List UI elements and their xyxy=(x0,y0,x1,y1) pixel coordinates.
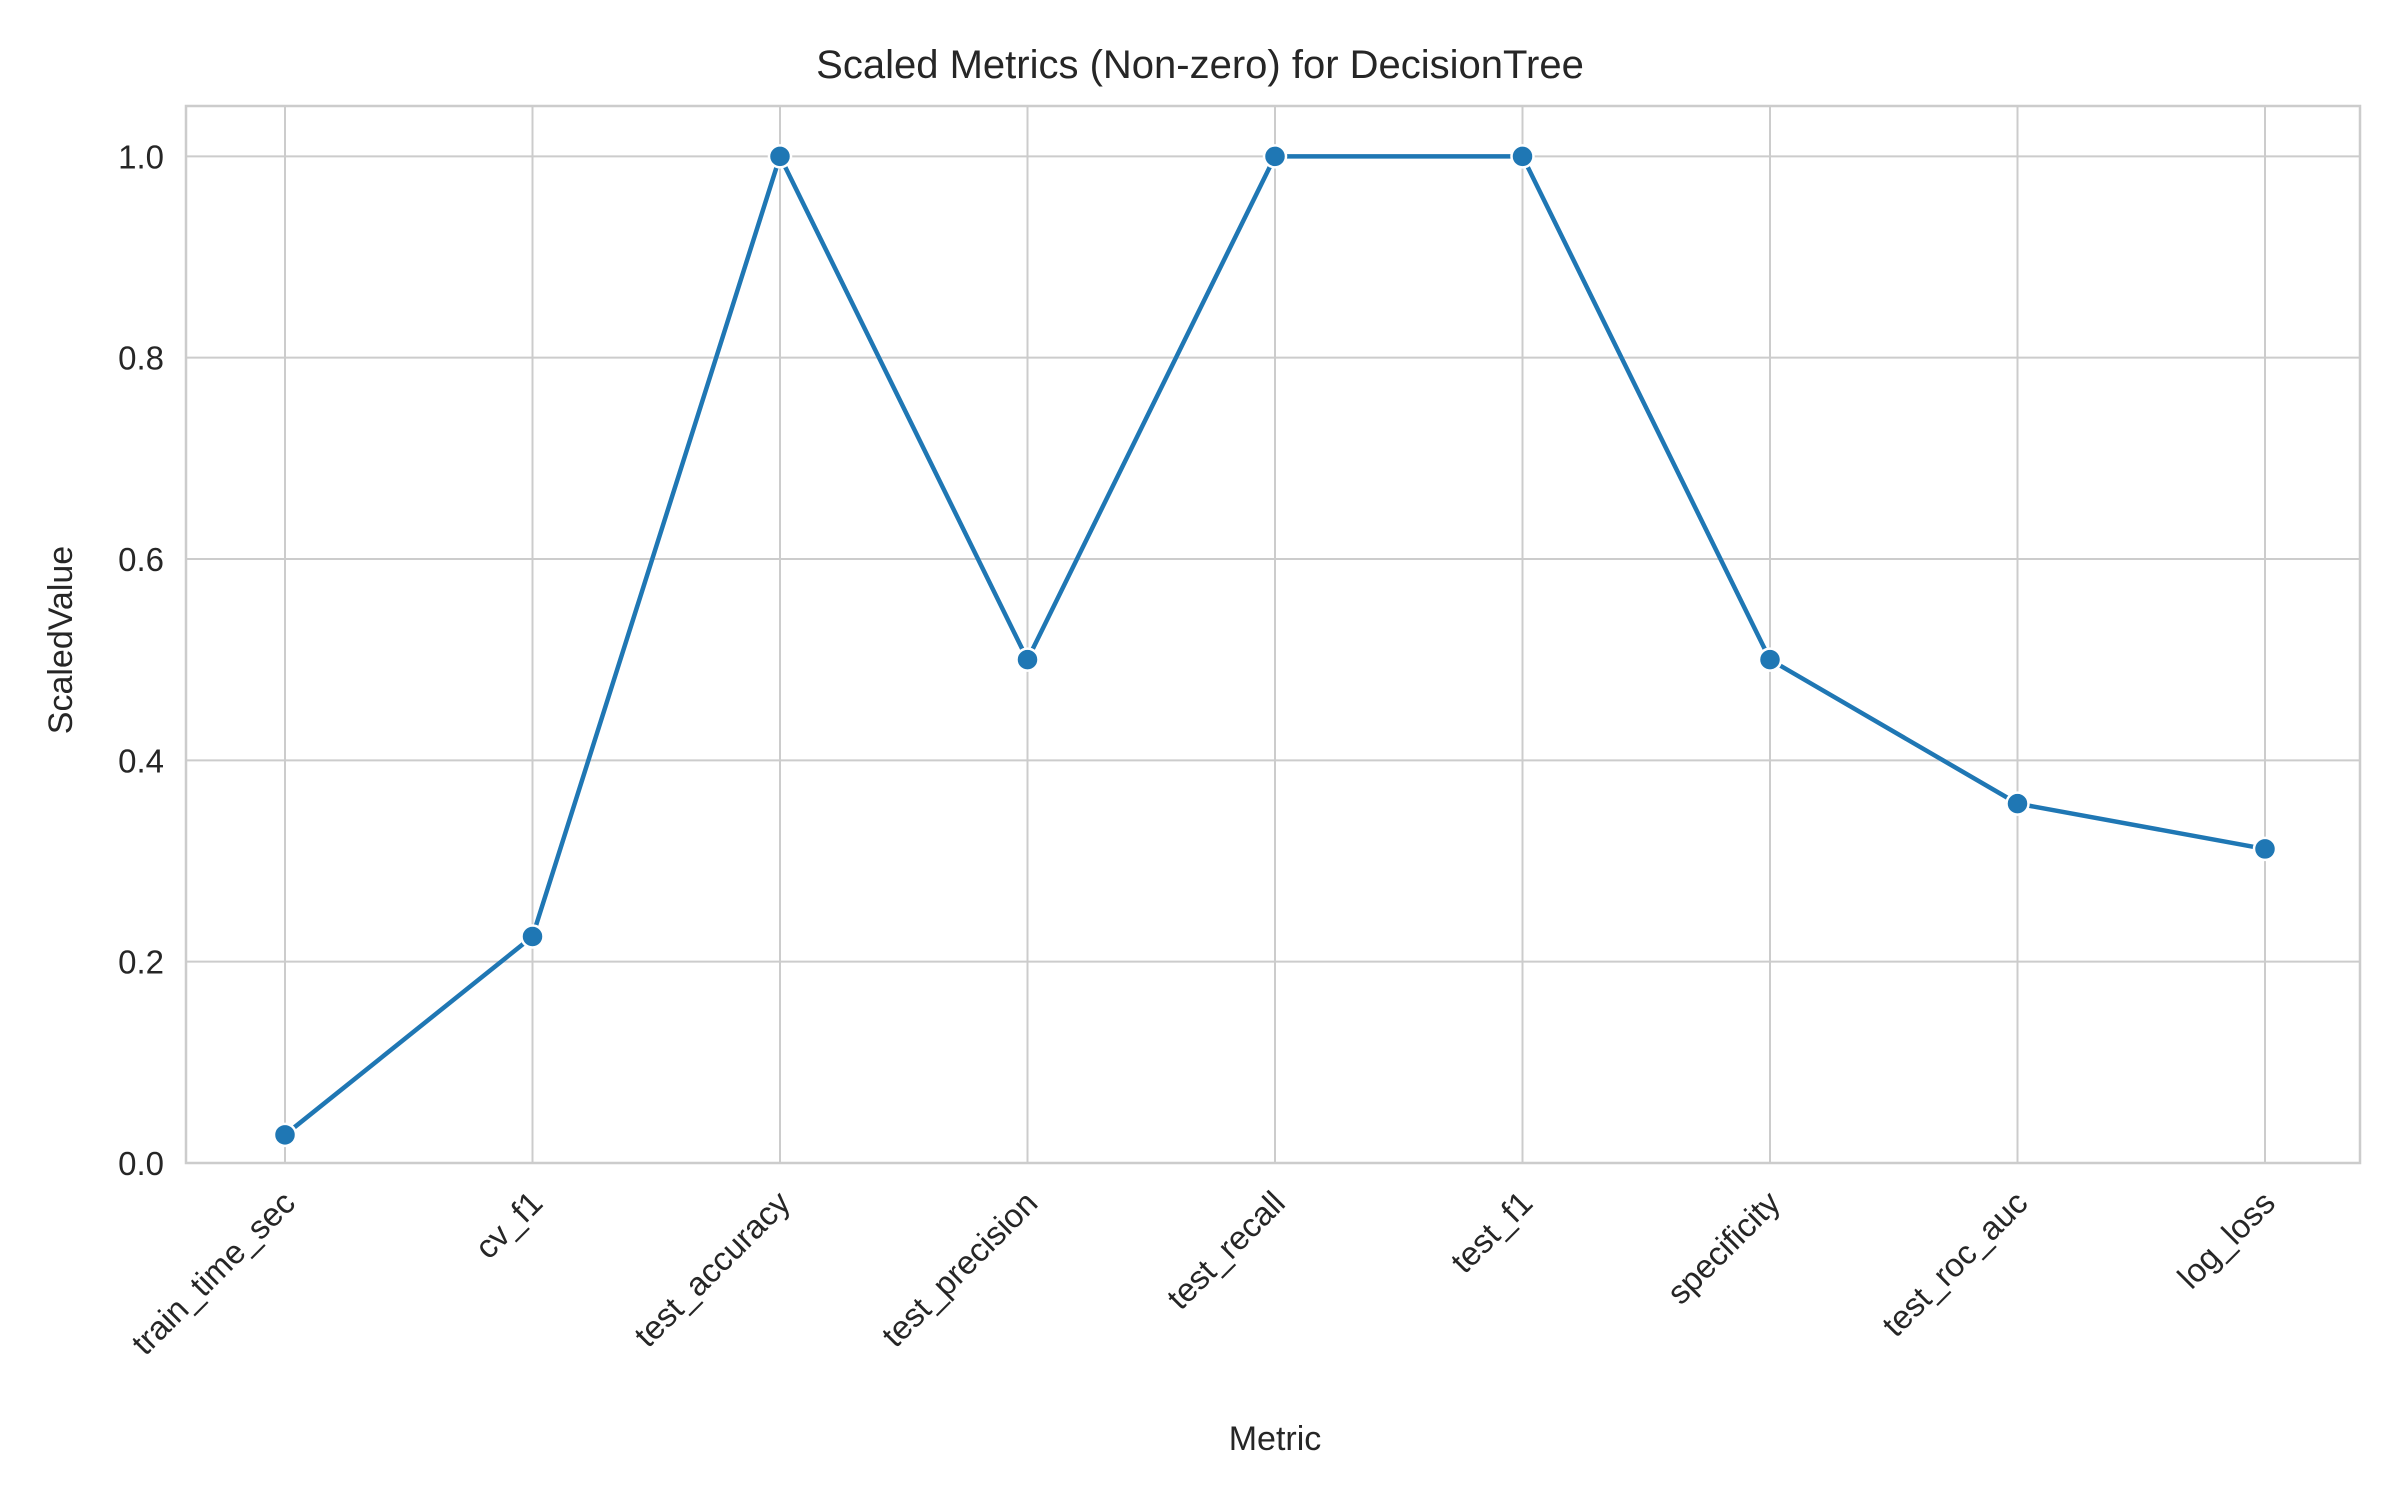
y-tick-label: 0.8 xyxy=(118,340,164,377)
x-tick-label: train_time_sec xyxy=(124,1184,302,1362)
data-point-test_accuracy xyxy=(767,144,793,169)
x-tick-label: test_recall xyxy=(1159,1184,1292,1317)
data-point-train_time_sec xyxy=(272,1122,298,1148)
chart-title: Scaled Metrics (Non-zero) for DecisionTr… xyxy=(816,43,1584,87)
y-axis-title: ScaledValue xyxy=(42,546,80,734)
plot-frame xyxy=(184,104,2362,1165)
data-point-test_precision xyxy=(1015,647,1040,672)
data-point-test_roc_auc xyxy=(2005,791,2030,816)
data-point-test_f1 xyxy=(1510,144,1535,169)
x-tick-label: specificity xyxy=(1660,1183,1788,1311)
y-axis-ticks: 0.0 0.2 0.4 0.6 0.8 1.0 xyxy=(118,138,164,1182)
x-tick-label: log_loss xyxy=(2170,1184,2282,1296)
y-tick-label: 1.0 xyxy=(118,138,164,175)
grid xyxy=(186,106,2360,1164)
x-tick-label: test_roc_auc xyxy=(1875,1184,2035,1344)
x-axis-ticks: train_time_sec cv_f1 test_accuracy test_pre… xyxy=(124,1183,2282,1361)
x-tick-label: cv_f1 xyxy=(468,1184,550,1266)
data-point-cv_f1 xyxy=(520,924,545,949)
x-tick-label: test_f1 xyxy=(1443,1184,1539,1280)
y-tick-label: 0.0 xyxy=(118,1145,164,1182)
data-point-specificity xyxy=(1757,647,1783,672)
data-point-test_recall xyxy=(1262,144,1288,169)
data-point-log_loss xyxy=(2252,836,2278,862)
y-tick-label: 0.4 xyxy=(118,742,164,779)
x-tick-label: test_accuracy xyxy=(627,1183,797,1353)
series-layer xyxy=(272,144,2278,1148)
y-tick-label: 0.2 xyxy=(118,944,164,981)
x-axis-title: Metric xyxy=(1229,1420,1322,1458)
y-tick-label: 0.6 xyxy=(118,541,164,578)
x-tick-label: test_precision xyxy=(874,1184,1044,1354)
